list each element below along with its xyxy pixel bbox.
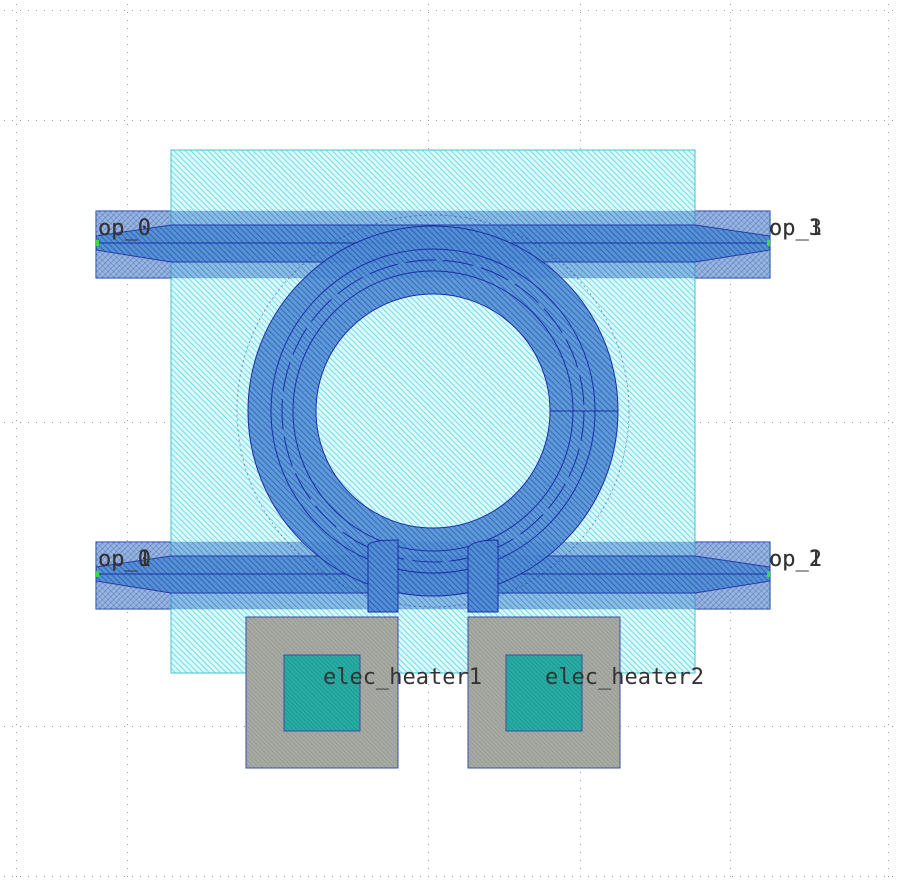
ring-resonator bbox=[236, 214, 630, 608]
pad-label-elec-heater1: elec_heater1 bbox=[323, 665, 482, 690]
heater-lead-left bbox=[367, 539, 399, 613]
heater-pad-2 bbox=[467, 616, 621, 769]
svg-text:op_3: op_3 bbox=[769, 216, 822, 241]
port-label-op-2: op_1 op_2 bbox=[769, 547, 822, 572]
heater-lead-right bbox=[467, 539, 499, 613]
port-label-op-1: op_1 op_0 bbox=[98, 547, 151, 572]
svg-text:op_1: op_1 bbox=[769, 216, 822, 241]
svg-text:op_1: op_1 bbox=[98, 547, 151, 572]
port-label-op-3: op_1 op_3 bbox=[769, 216, 822, 241]
svg-text:op_0: op_0 bbox=[98, 547, 151, 572]
pad-label-elec-heater2: elec_heater2 bbox=[545, 665, 704, 690]
port-label-op-0: op_0 op_0 bbox=[98, 216, 151, 241]
heater-pad-2-via bbox=[505, 654, 583, 732]
heater-pad-1-via bbox=[283, 654, 361, 732]
svg-text:op_2: op_2 bbox=[769, 547, 822, 572]
svg-text:op_0: op_0 bbox=[98, 216, 151, 241]
svg-text:op_1: op_1 bbox=[769, 547, 822, 572]
heater-pad-1 bbox=[245, 616, 399, 769]
svg-text:op_0: op_0 bbox=[98, 216, 151, 241]
